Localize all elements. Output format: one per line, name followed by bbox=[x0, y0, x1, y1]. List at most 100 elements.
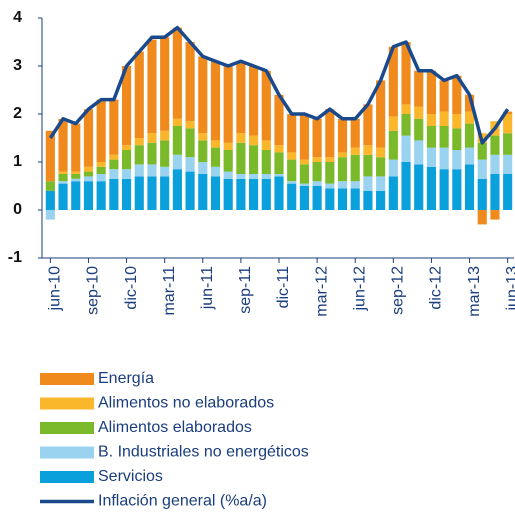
bar-segment bbox=[160, 166, 170, 177]
bar-segment bbox=[261, 150, 271, 174]
legend-label: Energía bbox=[98, 370, 154, 387]
bar-segment bbox=[363, 190, 373, 210]
bar-segment bbox=[363, 154, 373, 177]
x-tick-label: dic-11 bbox=[275, 266, 292, 308]
bar-segment bbox=[503, 154, 513, 174]
y-tick-label: 0 bbox=[13, 201, 22, 218]
bar-segment bbox=[134, 51, 144, 138]
bar-segment bbox=[503, 111, 513, 114]
bar-segment bbox=[490, 135, 500, 155]
bar-segment bbox=[109, 159, 119, 170]
x-tick-label: mar-13 bbox=[466, 266, 483, 317]
legend-swatch bbox=[40, 422, 94, 434]
bar-segment bbox=[426, 126, 437, 148]
bar-segment bbox=[160, 140, 170, 167]
bar-segment bbox=[185, 42, 195, 122]
bar-segment bbox=[96, 174, 106, 182]
legend-label: Servicios bbox=[98, 468, 163, 485]
bar-segment bbox=[109, 99, 119, 155]
bar-segment bbox=[426, 147, 437, 167]
bar-segment bbox=[210, 61, 221, 141]
bar-segment bbox=[312, 181, 322, 186]
bar-segment bbox=[376, 147, 386, 158]
legend-label: Alimentos no elaborados bbox=[98, 395, 274, 412]
bar-segment bbox=[325, 109, 335, 158]
bar-segment bbox=[414, 106, 424, 119]
bar-segment bbox=[45, 181, 55, 191]
bar-segment bbox=[452, 75, 462, 114]
bar-segment bbox=[109, 154, 119, 160]
bar-segment bbox=[223, 66, 233, 143]
bar-segment bbox=[337, 118, 348, 153]
bar-segment bbox=[490, 174, 500, 210]
bar-segment bbox=[172, 126, 182, 155]
bar-segment bbox=[58, 183, 68, 210]
bar-segment bbox=[464, 164, 475, 210]
x-tick-label: mar-12 bbox=[313, 266, 330, 317]
bar-segment bbox=[236, 61, 246, 134]
x-tick-label: mar-11 bbox=[161, 266, 178, 316]
bar-segment bbox=[96, 181, 106, 210]
bar-segment bbox=[388, 46, 398, 117]
bar-segment bbox=[160, 37, 170, 131]
bar-segment bbox=[477, 210, 487, 225]
bar-segment bbox=[198, 56, 208, 134]
bar-segment bbox=[134, 176, 144, 210]
bar-segment bbox=[210, 140, 221, 148]
bar-segment bbox=[287, 114, 297, 153]
bar-segment bbox=[401, 135, 411, 162]
bar-segment bbox=[185, 121, 195, 129]
bar-segment bbox=[172, 118, 182, 126]
x-tick-label: dic-12 bbox=[428, 266, 445, 310]
bar-segment bbox=[299, 164, 309, 184]
bar-segment bbox=[160, 176, 170, 210]
bar-segment bbox=[350, 147, 360, 155]
bar-segment bbox=[96, 162, 106, 167]
bar-segment bbox=[452, 150, 462, 170]
bar-segment bbox=[71, 123, 81, 172]
bar-segment bbox=[325, 157, 335, 162]
bar-segment bbox=[401, 42, 411, 105]
bar-segment bbox=[414, 140, 424, 165]
bar-segment bbox=[274, 152, 284, 174]
legend-label: B. Industriales no energéticos bbox=[98, 444, 309, 461]
bar-segment bbox=[299, 114, 309, 160]
bar-segment bbox=[325, 188, 335, 210]
bar-segment bbox=[249, 174, 259, 179]
legend-label: Inflación general (%a/a) bbox=[98, 493, 267, 510]
bar-segment bbox=[312, 186, 322, 210]
bar-segment bbox=[299, 183, 309, 186]
bar-segment bbox=[198, 174, 208, 210]
y-tick-label: 3 bbox=[13, 57, 22, 74]
bar-segment bbox=[414, 70, 424, 107]
bar-segment bbox=[210, 147, 221, 167]
bar-segment bbox=[71, 174, 81, 179]
bar-segment bbox=[121, 169, 132, 179]
bar-segment bbox=[312, 157, 322, 162]
bar-segment bbox=[363, 145, 373, 155]
bar-segment bbox=[337, 157, 348, 182]
bar-segment bbox=[261, 174, 271, 179]
bar-segment bbox=[426, 114, 437, 126]
bar-segment bbox=[261, 140, 271, 150]
bar-segment bbox=[83, 176, 94, 182]
legend-swatch bbox=[40, 471, 94, 483]
bar-segment bbox=[350, 181, 360, 189]
bar-segment bbox=[147, 164, 157, 177]
bar-segment bbox=[401, 104, 411, 114]
bar-segment bbox=[414, 118, 424, 141]
bar-segment bbox=[337, 152, 348, 158]
legend-swatch bbox=[40, 446, 94, 459]
y-tick-label: 2 bbox=[13, 105, 22, 122]
bar-segment bbox=[109, 178, 119, 210]
bar-segment bbox=[299, 159, 309, 165]
bar-segment bbox=[503, 174, 513, 210]
bar-segment bbox=[452, 114, 462, 129]
bar-segment bbox=[172, 169, 182, 210]
bar-segment bbox=[464, 123, 475, 148]
bar-segment bbox=[198, 140, 208, 162]
bar-segment bbox=[147, 176, 157, 210]
bar-segment bbox=[160, 130, 170, 141]
bar-segment bbox=[45, 130, 55, 182]
